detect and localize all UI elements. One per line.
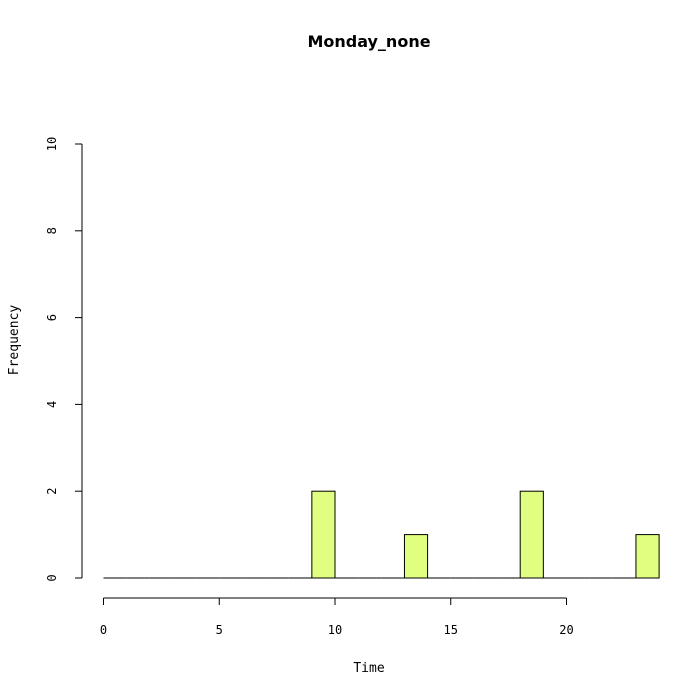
y-axis: 0 2 4 6 8 10	[45, 137, 83, 582]
x-tick-label: 10	[328, 623, 342, 637]
y-tick-label: 0	[45, 574, 59, 581]
bars-group	[103, 490, 660, 579]
y-tick-label: 6	[45, 314, 59, 321]
histogram-bar	[403, 534, 429, 579]
histogram-bar	[311, 490, 336, 579]
x-tick-label: 5	[216, 623, 223, 637]
y-tick-label: 2	[45, 488, 59, 495]
y-tick-label: 8	[45, 227, 59, 234]
y-axis-label: Frequency	[7, 305, 22, 376]
chart-title: Monday_none	[307, 32, 430, 51]
x-axis-label: Time	[353, 661, 384, 676]
y-tick-label: 10	[45, 137, 59, 151]
x-tick-label: 0	[100, 623, 107, 637]
histogram-bar	[635, 534, 660, 579]
y-tick-label: 4	[45, 401, 59, 408]
x-tick-label: 20	[559, 623, 573, 637]
histogram-bar	[519, 490, 544, 579]
x-tick-label: 15	[444, 623, 458, 637]
x-axis: 0 5 10 15 20	[100, 597, 574, 637]
